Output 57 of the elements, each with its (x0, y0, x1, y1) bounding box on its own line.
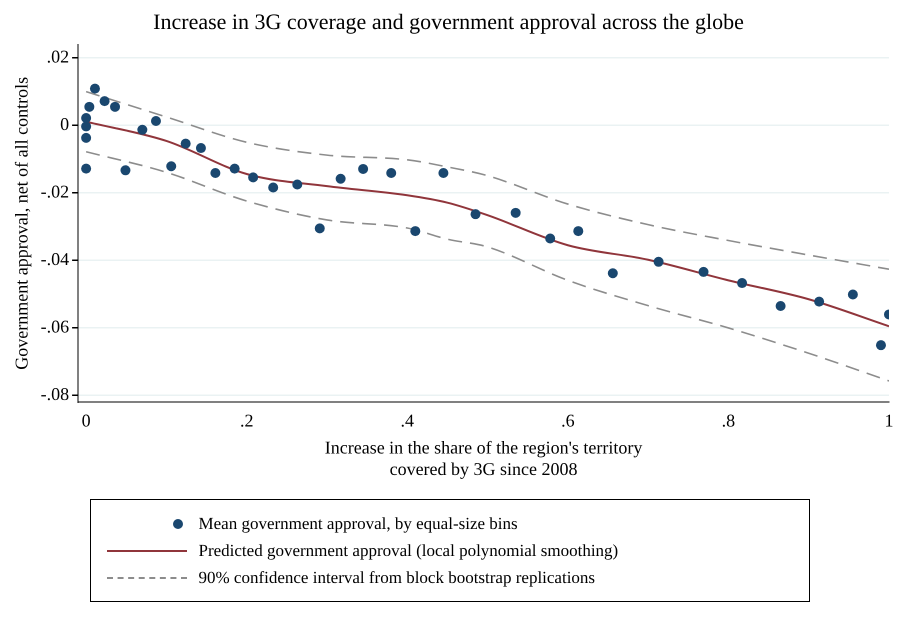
point (248, 172, 258, 182)
chart-title: Increase in 3G coverage and government approval across the globe (153, 8, 744, 34)
line-series (85, 150, 889, 382)
point (876, 340, 886, 350)
point (573, 226, 584, 236)
point (358, 164, 368, 174)
point (410, 226, 420, 236)
point (110, 102, 120, 112)
y-tick-label: -.06 (40, 316, 70, 337)
point (608, 268, 618, 278)
point (545, 233, 556, 244)
point (438, 168, 448, 178)
x-tick-label: .4 (400, 410, 414, 431)
y-tick-label: -.04 (40, 249, 70, 270)
x-tick-label: 1 (884, 410, 894, 431)
point (196, 143, 206, 154)
point (120, 165, 130, 176)
point (81, 132, 92, 143)
point (814, 296, 824, 307)
x-axis-title: Increase in the share of the region's territory covered by 3G since 2008 (324, 437, 642, 479)
point (150, 116, 161, 126)
y-axis-title: Government approval, net of all controls (12, 76, 32, 370)
x-tick-label: 0 (82, 410, 91, 431)
point (81, 121, 92, 132)
point (137, 124, 148, 135)
y-tick-label: -.02 (40, 182, 70, 202)
point (81, 164, 92, 174)
point (210, 168, 220, 178)
x-tick-label: .8 (722, 410, 736, 431)
point (268, 182, 278, 193)
point (698, 266, 709, 277)
point (230, 164, 240, 174)
point (166, 161, 176, 172)
point (100, 96, 110, 106)
point (776, 301, 786, 311)
legend-label: Mean government approval, by equal-size bins (198, 514, 518, 534)
point (386, 168, 396, 178)
x-tick-label: .6 (561, 410, 575, 431)
legend-label: Predicted government approval (local polynomial smoothing) (198, 540, 618, 560)
y-tick-label: .02 (46, 46, 70, 67)
point (81, 112, 92, 123)
point (292, 179, 302, 190)
line-series (85, 90, 889, 270)
y-tick-label: -.08 (40, 384, 70, 404)
point (84, 102, 94, 112)
point (737, 278, 748, 288)
point (180, 138, 191, 149)
point (470, 209, 481, 220)
x-tick-label: .2 (240, 410, 254, 431)
point (336, 174, 346, 184)
point (90, 84, 100, 94)
y-tick-label: 0 (60, 114, 70, 134)
point (314, 223, 325, 234)
point (654, 256, 664, 267)
point (510, 208, 521, 218)
legend-label: 90% confidence interval from block bootstrap replications (198, 568, 596, 588)
point (848, 290, 858, 300)
